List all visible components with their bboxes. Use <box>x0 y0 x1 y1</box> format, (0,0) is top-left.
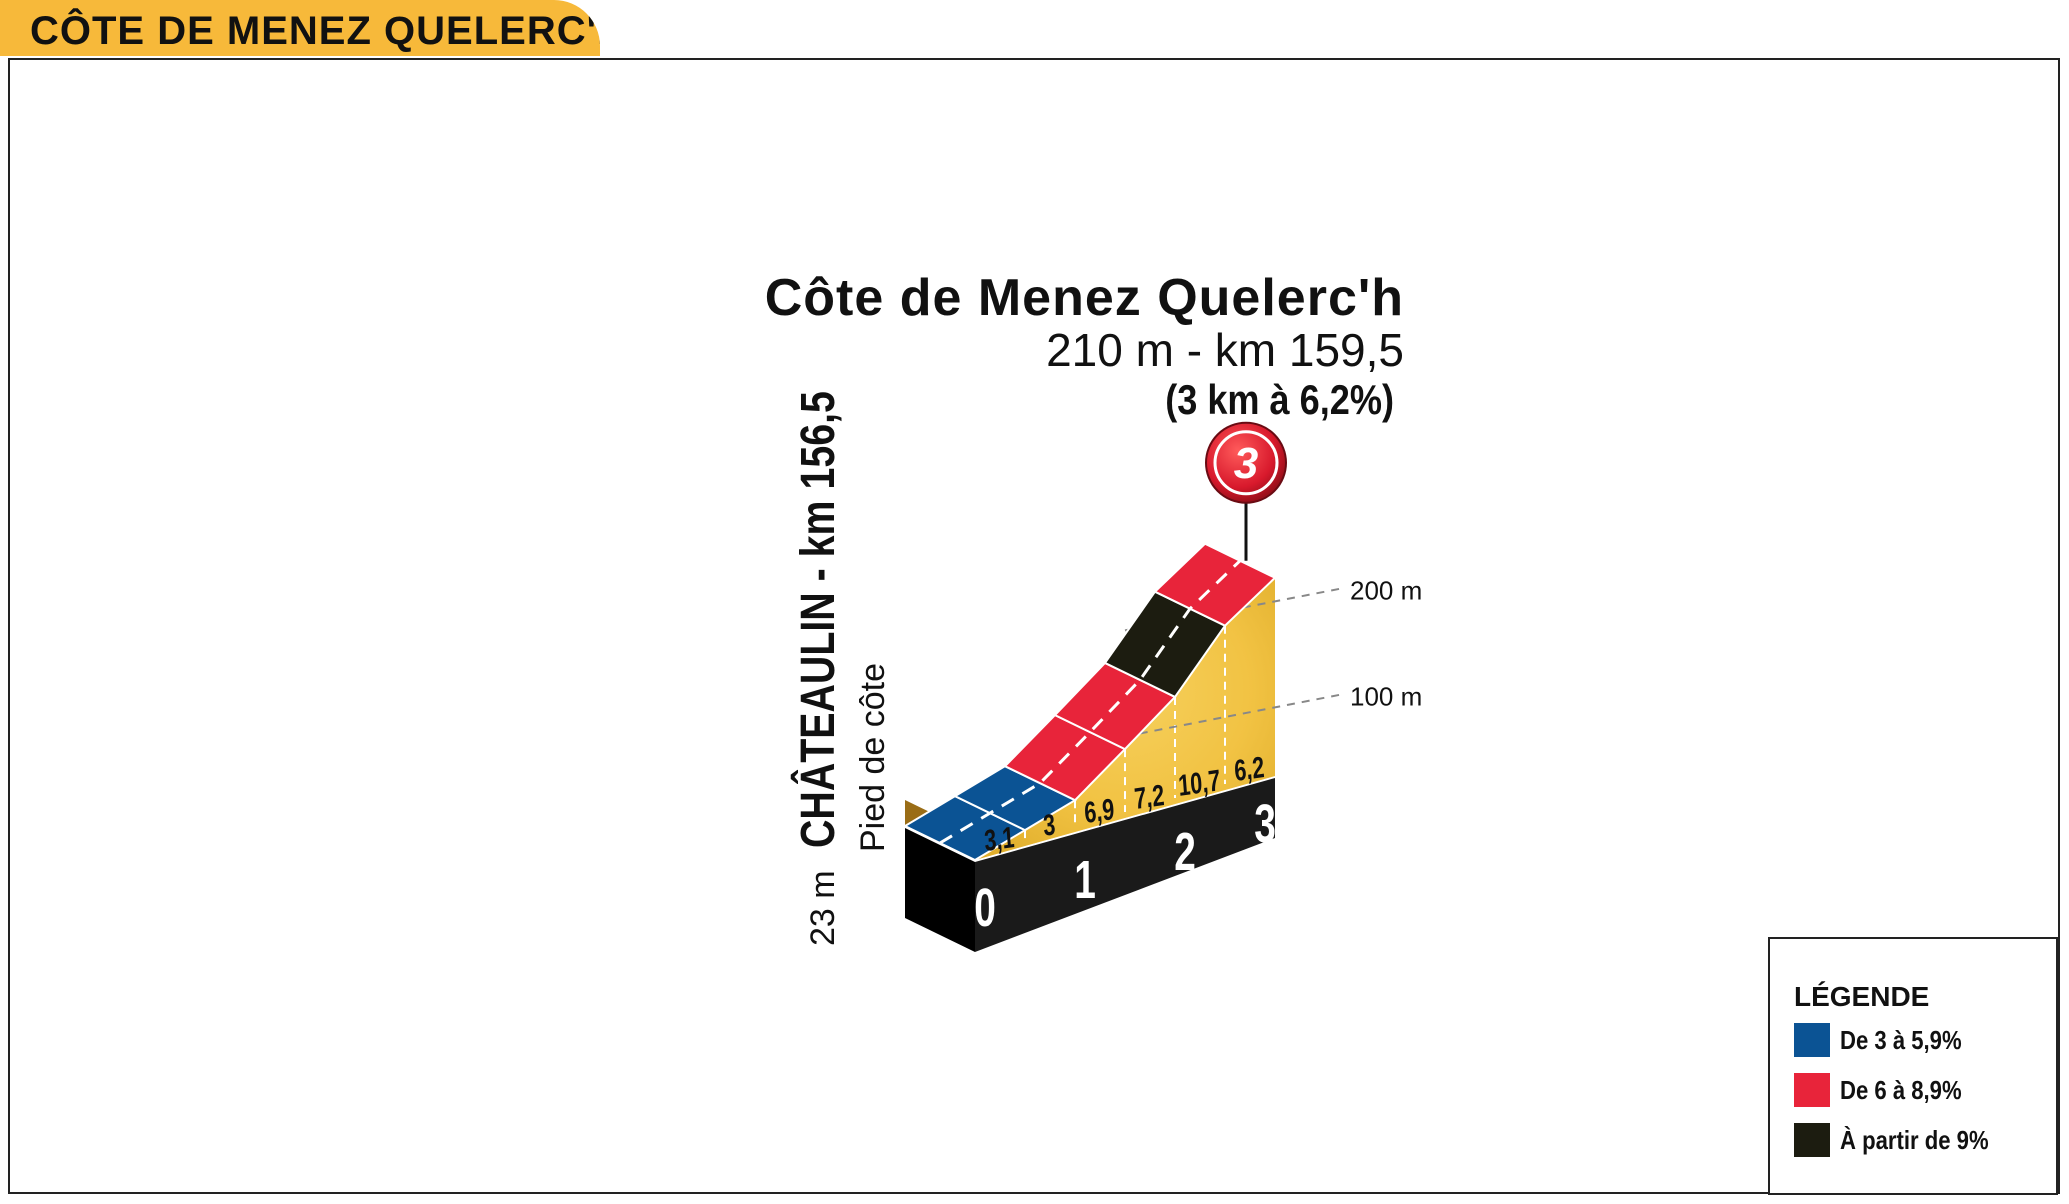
start-altitude: 23 m <box>804 870 842 946</box>
legend-swatch-black <box>1794 1123 1830 1157</box>
gradient-label: 10,7 <box>1177 763 1221 803</box>
legend-swatch-red <box>1794 1073 1830 1107</box>
road-centreline <box>939 559 1242 845</box>
header-tab-title: CÔTE DE MENEZ QUELERC'H <box>0 0 600 56</box>
altitude-tick-label: 200 m <box>1350 575 1422 605</box>
legend-swatch-blue <box>1794 1023 1830 1057</box>
base-front <box>975 778 1275 952</box>
climb-name: Côte de Menez Quelerc'h <box>765 269 1404 327</box>
gradient-label: 3 <box>1042 807 1057 843</box>
km-tick-label: 3 <box>1254 793 1276 854</box>
gradient-label: 6,9 <box>1083 791 1115 830</box>
climb-stats: (3 km à 6,2%) <box>1165 378 1394 424</box>
category-badge <box>1205 421 1287 504</box>
altitude-tick-label: 100 m <box>1350 681 1422 711</box>
legend-item-3-5: De 3 à 5,9% <box>1794 1023 2054 1063</box>
profile-frame <box>8 58 2060 1194</box>
climb-summit: 210 m - km 159,5 <box>1046 324 1404 376</box>
legend-item-6-8: De 6 à 8,9% <box>1794 1073 2054 1113</box>
gradient-label: 7,2 <box>1133 777 1165 816</box>
km-tick-label: 0 <box>974 877 996 938</box>
legend-label: De 6 à 8,9% <box>1840 1075 1962 1105</box>
legend: LÉGENDE De 3 à 5,9% De 6 à 8,9% À partir… <box>1768 937 2058 1195</box>
legend-title: LÉGENDE <box>1794 981 1930 1012</box>
gradient-label: 6,2 <box>1233 749 1265 788</box>
km-tick-label: 2 <box>1174 821 1196 882</box>
start-place: CHÂTEAULIN - km 156,5 <box>790 391 845 848</box>
gradient-label: 3,1 <box>983 819 1015 858</box>
legend-label: À partir de 9% <box>1840 1125 1989 1155</box>
category-number: 3 <box>1234 439 1258 488</box>
legend-item-9-plus: À partir de 9% <box>1794 1123 2054 1163</box>
km-tick-label: 1 <box>1074 849 1096 910</box>
category-badge-ring <box>1213 430 1279 496</box>
legend-label: De 3 à 5,9% <box>1840 1025 1962 1055</box>
base-side <box>905 828 975 952</box>
ground-shade <box>975 577 1275 860</box>
gradient-segment <box>1153 542 1277 627</box>
start-note: Pied de côte <box>854 663 892 852</box>
altitude-gridline <box>1124 693 1343 738</box>
